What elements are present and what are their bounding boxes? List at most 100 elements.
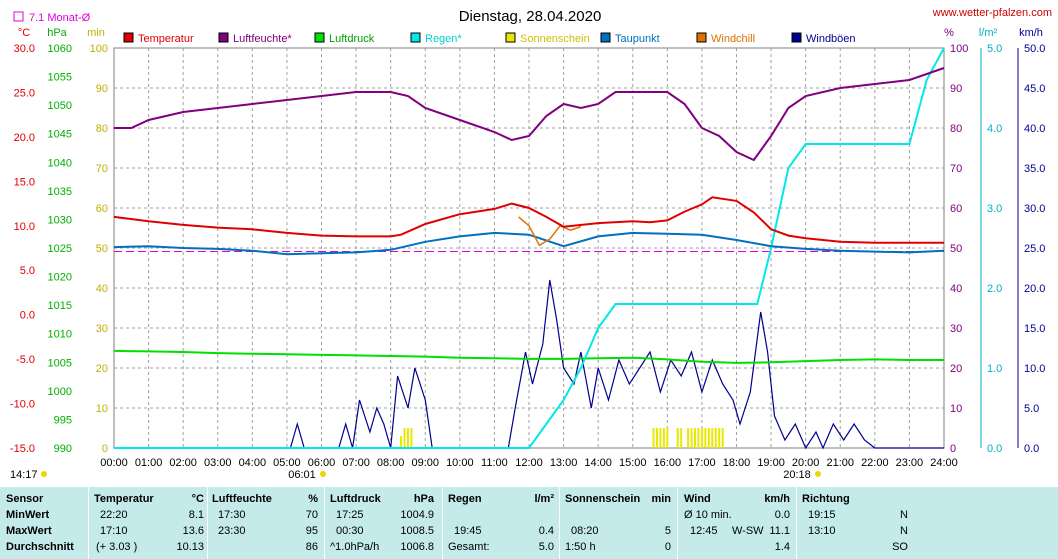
tick-temperature: 15.0 xyxy=(14,176,35,188)
regen-avg-value: 5.0 xyxy=(538,541,554,553)
tick-time: 17:00 xyxy=(688,457,716,469)
tick-time: 00:00 xyxy=(100,457,128,469)
richtung-max-value: N xyxy=(900,525,908,537)
tick-rain: 3.0 xyxy=(987,203,1002,215)
tick-time: 22:00 xyxy=(861,457,889,469)
legend-swatch xyxy=(218,32,229,43)
sunshine-bar xyxy=(711,428,714,448)
tick-time: 21:00 xyxy=(826,457,854,469)
tick-rain: 4.0 xyxy=(987,123,1002,135)
richtung-header: Richtung xyxy=(802,493,850,505)
tick-pressure: 995 xyxy=(54,414,72,426)
tick-time: 23:00 xyxy=(896,457,924,469)
legend-label: Regen* xyxy=(425,33,462,45)
tick-time: 03:00 xyxy=(204,457,232,469)
legend-label: Taupunkt xyxy=(615,33,660,45)
luftfeuchte-min-time: 17:30 xyxy=(218,509,246,521)
sunshine-bar xyxy=(410,428,413,448)
unit-pressure: hPa xyxy=(47,27,67,39)
tick-wind: 10.0 xyxy=(1024,363,1045,375)
tick-sunshine: 20 xyxy=(96,363,108,375)
sunshine-bar xyxy=(680,428,683,448)
sunshine-bar xyxy=(718,428,721,448)
tick-temperature: -15.0 xyxy=(10,443,35,455)
tick-temperature: 0.0 xyxy=(20,310,35,322)
tick-pressure: 1020 xyxy=(48,272,72,284)
legend-label: Luftdruck xyxy=(329,33,375,45)
legend-swatch xyxy=(314,32,325,43)
tick-pressure: 1035 xyxy=(48,186,72,198)
luftdruck-max-value: 1008.5 xyxy=(400,525,434,537)
tick-time: 13:00 xyxy=(550,457,578,469)
legend-label: Windböen xyxy=(806,33,856,45)
tick-pressure: 1050 xyxy=(48,100,72,112)
unit-wind: km/h xyxy=(1019,27,1043,39)
tick-temperature: 10.0 xyxy=(14,221,35,233)
tick-sunshine: 80 xyxy=(96,123,108,135)
tick-pressure: 1000 xyxy=(48,386,72,398)
sunshine-bar xyxy=(687,428,690,448)
chart-plot xyxy=(113,47,945,450)
series-windböen xyxy=(114,279,944,450)
sonne-header: Sonnenschein xyxy=(565,493,641,505)
sonne-max-value: 5 xyxy=(664,525,671,537)
tick-time: 09:00 xyxy=(411,457,439,469)
tick-rain: 0.0 xyxy=(987,443,1002,455)
sun-icon xyxy=(41,471,47,477)
tick-sunshine: 70 xyxy=(96,163,108,175)
legend-swatch xyxy=(505,32,516,43)
sunshine-bar xyxy=(690,428,693,448)
tick-time: 12:00 xyxy=(515,457,543,469)
sunshine-bar xyxy=(662,428,665,448)
sunshine-bar xyxy=(704,428,707,448)
tick-time: 02:00 xyxy=(169,457,197,469)
tick-time: 01:00 xyxy=(135,457,163,469)
tick-humidity: 30 xyxy=(950,323,962,335)
luftfeuchte-unit: % xyxy=(308,493,318,505)
tick-humidity: 50 xyxy=(950,243,962,255)
tick-wind: 0.0 xyxy=(1024,443,1039,455)
legend-label: Temperatur xyxy=(138,33,194,45)
tick-humidity: 20 xyxy=(950,363,962,375)
unit-humidity: % xyxy=(944,27,954,39)
tick-sunshine: 90 xyxy=(96,83,108,95)
sonne-max-time: 08:20 xyxy=(571,525,599,537)
temperatur-unit: °C xyxy=(191,493,204,505)
chart-grid xyxy=(113,47,945,449)
luftfeuchte-max-time: 23:30 xyxy=(218,525,246,537)
tick-wind: 25.0 xyxy=(1024,243,1045,255)
tick-wind: 35.0 xyxy=(1024,163,1045,175)
sunshine-bar xyxy=(694,428,696,448)
tick-time: 04:00 xyxy=(239,457,267,469)
tick-humidity: 90 xyxy=(950,83,962,95)
chart-legend: Temperatur Luftfeuchte* Luftdruck Regen* Son… xyxy=(123,32,856,45)
tick-wind: 40.0 xyxy=(1024,123,1045,135)
unit-rain: l/m² xyxy=(979,27,998,39)
series-taupunkt xyxy=(113,231,945,256)
legend-label: Sonnenschein xyxy=(520,33,590,45)
tick-time: 20:00 xyxy=(792,457,820,469)
site-link[interactable]: www.wetter-pfalzen.com xyxy=(932,7,1052,19)
tick-wind: 15.0 xyxy=(1024,323,1045,335)
series-luftdruck xyxy=(113,349,944,364)
tick-sunshine: 60 xyxy=(96,203,108,215)
tick-sunshine: 10 xyxy=(96,403,108,415)
series-luftfeuchte xyxy=(114,67,945,162)
tick-pressure: 1055 xyxy=(48,72,72,84)
tick-time: 06:00 xyxy=(308,457,336,469)
tick-wind: 45.0 xyxy=(1024,83,1045,95)
tick-humidity: 70 xyxy=(950,163,962,175)
series-windchill xyxy=(518,216,582,247)
wind-min-value: 0.0 xyxy=(774,509,790,521)
row-label-min: MinWert xyxy=(6,509,50,521)
tick-temperature: -5.0 xyxy=(16,354,35,366)
time-left-label: 14:17 xyxy=(10,469,38,481)
wind-header: Wind xyxy=(684,493,711,505)
tick-humidity: 80 xyxy=(950,123,962,135)
tick-wind: 50.0 xyxy=(1024,43,1045,55)
temperatur-min-value: 8.1 xyxy=(188,509,204,521)
tick-pressure: 1025 xyxy=(48,243,72,255)
tick-temperature: 20.0 xyxy=(14,132,35,144)
tick-temperature: 5.0 xyxy=(20,265,35,277)
unit-temperature: °C xyxy=(18,27,30,39)
